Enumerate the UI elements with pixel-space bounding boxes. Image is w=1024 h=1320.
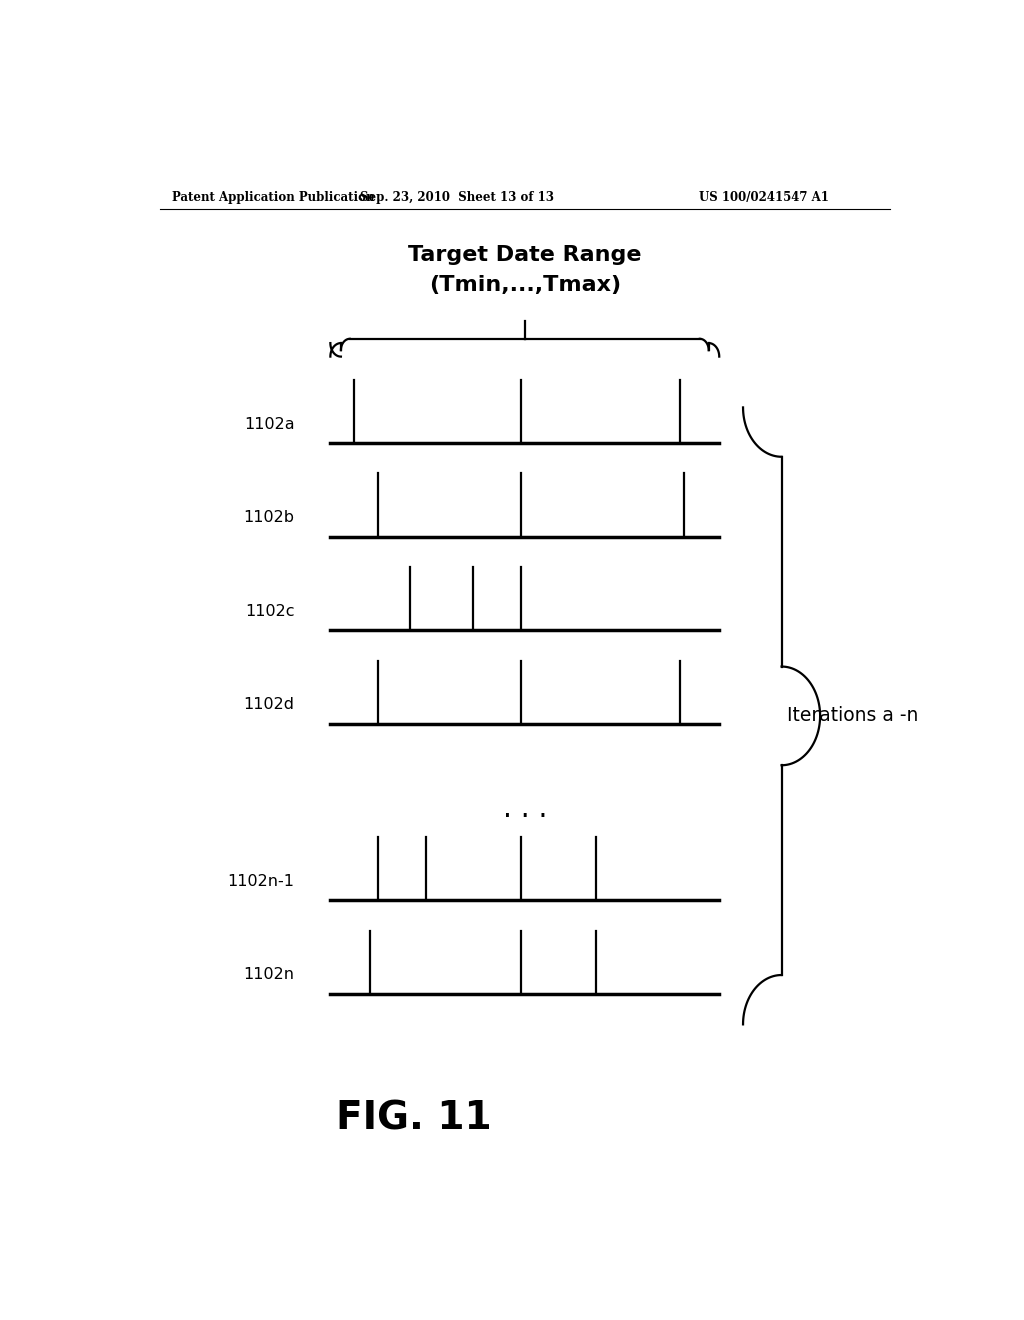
Text: 1102a: 1102a	[244, 417, 295, 432]
Text: (Tmin,...,Tmax): (Tmin,...,Tmax)	[429, 276, 621, 296]
Text: FIG. 11: FIG. 11	[336, 1100, 492, 1138]
Text: 1102c: 1102c	[245, 603, 295, 619]
Text: Sep. 23, 2010  Sheet 13 of 13: Sep. 23, 2010 Sheet 13 of 13	[360, 190, 554, 203]
Text: 1102d: 1102d	[244, 697, 295, 711]
Text: Target Date Range: Target Date Range	[408, 246, 642, 265]
Text: Iterations a -n: Iterations a -n	[786, 706, 919, 726]
Text: US 100/0241547 A1: US 100/0241547 A1	[699, 190, 829, 203]
Text: 1102b: 1102b	[244, 510, 295, 525]
Text: 1102n: 1102n	[244, 968, 295, 982]
Text: . . .: . . .	[503, 795, 547, 822]
Text: 1102n-1: 1102n-1	[227, 874, 295, 888]
Text: Patent Application Publication: Patent Application Publication	[172, 190, 374, 203]
